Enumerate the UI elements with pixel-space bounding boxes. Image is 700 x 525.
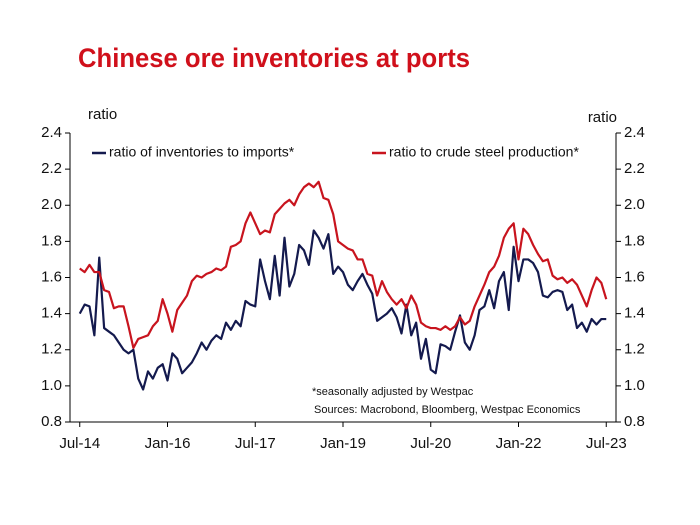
annotation: *seasonally adjusted by Westpac	[312, 386, 474, 398]
y-axis-label: ratio	[88, 106, 117, 123]
y-tick-label: 0.8	[41, 413, 62, 430]
y-tick-label: 1.2	[41, 341, 62, 358]
x-tick-label: Jul-14	[59, 435, 100, 452]
y2-tick-label: 1.2	[624, 341, 645, 358]
legend-label: ratio of inventories to imports*	[109, 144, 295, 160]
x-tick-label: Jul-23	[586, 435, 627, 452]
y-tick-label: 2.2	[41, 160, 62, 177]
legend-label: ratio to crude steel production*	[389, 144, 579, 160]
y2-tick-label: 1.8	[624, 232, 645, 249]
y2-tick-label: 1.6	[624, 268, 645, 285]
x-tick-label: Jul-20	[410, 435, 451, 452]
y-tick-label: 1.6	[41, 268, 62, 285]
x-tick-label: Jan-19	[320, 435, 366, 452]
y-tick-label: 1.8	[41, 232, 62, 249]
x-tick-label: Jan-16	[145, 435, 191, 452]
x-tick-label: Jul-17	[235, 435, 276, 452]
line-series	[79, 180, 608, 350]
y2-tick-label: 2.4	[624, 124, 645, 141]
chart-title: Chinese ore inventories at ports	[78, 43, 470, 73]
y2-axis-label: ratio	[588, 109, 617, 126]
x-tick-label: Jan-22	[496, 435, 542, 452]
y2-tick-label: 2.2	[624, 160, 645, 177]
y2-tick-label: 1.0	[624, 377, 645, 394]
y-tick-label: 1.4	[41, 305, 62, 322]
y2-tick-label: 1.4	[624, 305, 645, 322]
y-tick-label: 1.0	[41, 377, 62, 394]
annotation: Sources: Macrobond, Bloomberg, Westpac E…	[314, 404, 581, 416]
y-tick-label: 2.0	[41, 196, 62, 213]
y-tick-label: 2.4	[41, 124, 62, 141]
y2-tick-label: 2.0	[624, 196, 645, 213]
line-series	[78, 229, 607, 391]
y2-tick-label: 0.8	[624, 413, 645, 430]
